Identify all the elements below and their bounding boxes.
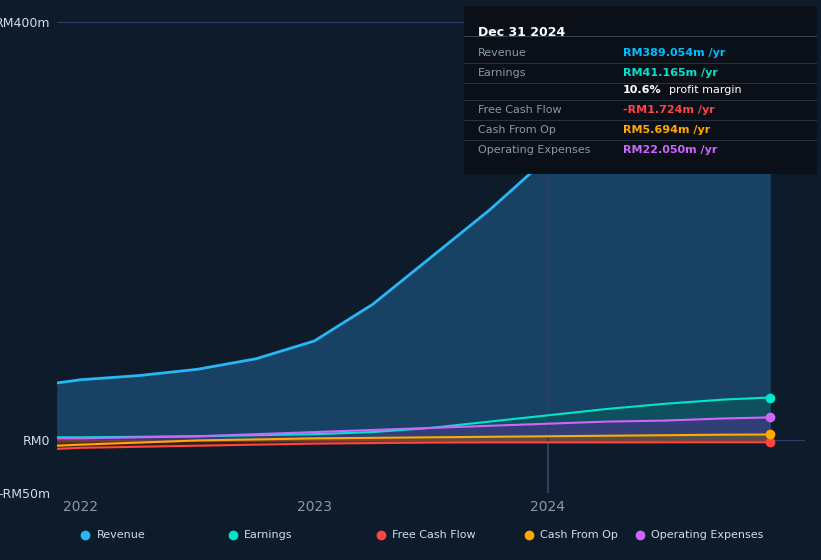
Text: Free Cash Flow: Free Cash Flow: [392, 530, 475, 540]
Text: Operating Expenses: Operating Expenses: [478, 145, 590, 155]
Text: Cash From Op: Cash From Op: [478, 125, 556, 135]
Text: 10.6%: 10.6%: [622, 85, 662, 95]
Text: Revenue: Revenue: [478, 48, 527, 58]
Text: RM41.165m /yr: RM41.165m /yr: [622, 68, 718, 78]
Text: -RM1.724m /yr: -RM1.724m /yr: [622, 105, 714, 115]
Text: RM389.054m /yr: RM389.054m /yr: [622, 48, 725, 58]
Text: Free Cash Flow: Free Cash Flow: [478, 105, 562, 115]
Text: RM5.694m /yr: RM5.694m /yr: [622, 125, 710, 135]
Text: Earnings: Earnings: [245, 530, 293, 540]
Text: Revenue: Revenue: [97, 530, 145, 540]
Text: profit margin: profit margin: [668, 85, 741, 95]
Text: Operating Expenses: Operating Expenses: [651, 530, 763, 540]
Text: Dec 31 2024: Dec 31 2024: [478, 26, 565, 39]
Text: Earnings: Earnings: [478, 68, 526, 78]
Text: Cash From Op: Cash From Op: [540, 530, 617, 540]
Text: RM22.050m /yr: RM22.050m /yr: [622, 145, 717, 155]
